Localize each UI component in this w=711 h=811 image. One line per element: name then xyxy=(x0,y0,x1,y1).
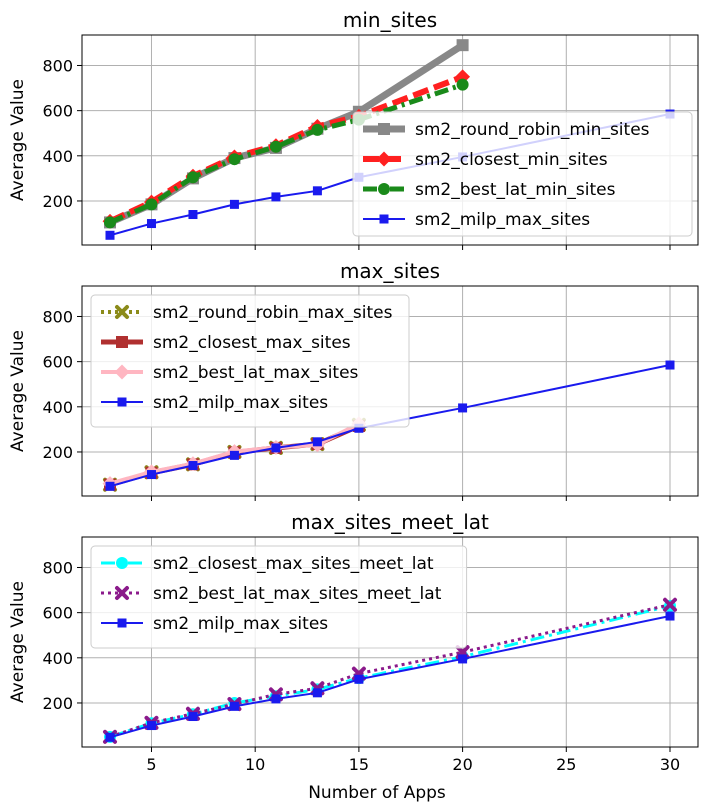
data-point xyxy=(188,712,198,722)
legend-marker xyxy=(378,123,390,135)
legend: sm2_round_robin_min_sites sm2_closest_min… xyxy=(352,111,693,237)
chart-panel-3: 200 400 600 800 5 10 15 20 25 30 max_sites_meet_la… xyxy=(8,510,699,774)
data-point xyxy=(186,171,199,184)
data-point xyxy=(271,192,281,202)
data-point xyxy=(312,688,322,698)
data-point xyxy=(458,403,468,413)
legend-label: sm2_best_lat_max_sites_meet_lat xyxy=(153,584,442,604)
legend-label: sm2_milp_max_sites xyxy=(415,210,590,230)
legend: sm2_round_robin_max_sites sm2_closest_max… xyxy=(90,294,410,428)
x-tick-label: 5 xyxy=(146,755,156,774)
series-3 xyxy=(105,611,675,742)
legend-label: sm2_round_robin_max_sites xyxy=(153,303,393,323)
legend-marker xyxy=(379,214,389,224)
y-tick-label: 600 xyxy=(42,604,73,623)
y-tick-label: 800 xyxy=(42,56,73,75)
y-tick-label: 400 xyxy=(42,398,73,417)
series-4 xyxy=(105,360,675,491)
x-tick-label: 10 xyxy=(245,755,265,774)
legend-label: sm2_best_lat_min_sites xyxy=(415,180,616,200)
data-point xyxy=(354,423,364,433)
data-point xyxy=(146,470,156,480)
x-tick-label: 30 xyxy=(660,755,680,774)
legend-marker xyxy=(116,336,128,348)
data-point xyxy=(105,481,115,491)
y-tick-label: 600 xyxy=(42,353,73,372)
data-point xyxy=(146,219,156,229)
data-point xyxy=(456,78,469,91)
data-point xyxy=(229,199,239,209)
chart-panel-2: 200 400 600 800 max_sites Average Value sm2_ro… xyxy=(8,259,699,501)
y-tick-label: 600 xyxy=(42,102,73,121)
legend-label: sm2_closest_max_sites xyxy=(153,333,351,353)
legend-marker xyxy=(376,151,392,167)
x-axis-label: Number of Apps xyxy=(308,783,446,803)
legend-marker xyxy=(114,364,130,380)
data-point xyxy=(145,198,158,211)
data-point xyxy=(665,360,675,370)
data-point xyxy=(188,210,198,220)
series-line xyxy=(109,82,464,225)
chart-title: min_sites xyxy=(343,8,437,32)
data-point xyxy=(456,39,469,52)
x-tick-label: 25 xyxy=(556,755,576,774)
data-point xyxy=(312,186,322,196)
data-point xyxy=(188,461,198,471)
series-line xyxy=(109,603,671,739)
legend-marker xyxy=(117,618,127,628)
data-point xyxy=(458,654,468,664)
data-point xyxy=(312,437,322,447)
legend-marker xyxy=(117,397,127,407)
legend-label: sm2_milp_max_sites xyxy=(153,614,328,634)
legend-label: sm2_round_robin_min_sites xyxy=(415,120,650,140)
y-tick-label: 800 xyxy=(42,307,73,326)
legend-label: sm2_milp_max_sites xyxy=(153,393,328,413)
chart-title: max_sites_meet_lat xyxy=(291,510,489,534)
y-axis-label: Average Value xyxy=(8,79,28,201)
chart-panel-1: 200 400 600 800 min_sites Average Value sm2_ro… xyxy=(8,8,699,250)
legend-marker xyxy=(116,557,128,569)
y-axis-label: Average Value xyxy=(8,330,28,452)
data-point xyxy=(663,597,677,612)
axes-frame xyxy=(81,536,699,748)
y-tick-label: 400 xyxy=(42,649,73,668)
data-point xyxy=(229,450,239,460)
data-point xyxy=(271,443,281,453)
data-point xyxy=(228,153,241,166)
legend-box xyxy=(352,111,693,237)
y-tick-label: 800 xyxy=(42,558,73,577)
legend-label: sm2_best_lat_max_sites xyxy=(153,363,359,383)
data-point xyxy=(665,611,675,621)
legend-box xyxy=(90,545,468,649)
data-point xyxy=(269,140,282,153)
data-point xyxy=(229,701,239,711)
x-tick-label: 20 xyxy=(452,755,472,774)
y-tick-label: 200 xyxy=(42,192,73,211)
data-point xyxy=(311,123,324,136)
x-tick-label: 15 xyxy=(349,755,369,774)
data-point xyxy=(271,694,281,704)
chart-title: max_sites xyxy=(340,259,440,283)
y-tick-label: 200 xyxy=(42,443,73,462)
y-tick-label: 400 xyxy=(42,147,73,166)
legend-box xyxy=(90,294,410,428)
axes-frame xyxy=(81,34,699,246)
y-axis-label: Average Value xyxy=(8,581,28,703)
axes-frame xyxy=(81,285,699,497)
legend-marker xyxy=(115,586,129,600)
data-point xyxy=(105,732,115,742)
y-tick-label: 200 xyxy=(42,694,73,713)
legend: sm2_closest_max_sites_meet_lat sm2_best_l… xyxy=(90,545,468,649)
legend-marker xyxy=(115,305,129,319)
legend-label: sm2_closest_min_sites xyxy=(415,150,608,170)
data-point xyxy=(104,216,116,229)
data-point xyxy=(105,230,115,240)
legend-label: sm2_closest_max_sites_meet_lat xyxy=(153,554,434,574)
data-point xyxy=(146,721,156,731)
legend-marker xyxy=(378,183,390,195)
data-point xyxy=(354,674,364,684)
